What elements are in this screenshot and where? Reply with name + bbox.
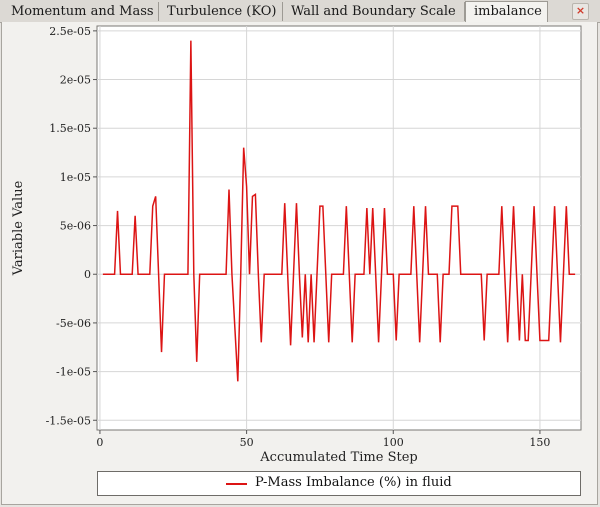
series-layer [102,40,576,382]
y-tick-label: -5e-06 [56,317,91,330]
legend-swatch [226,483,247,485]
y-axis-title: Variable Value [11,180,26,276]
axes: 0 50 100 1502.5e-052e-051.5e-051e-055e-060-… [46,25,551,449]
x-tick-label: 50 [240,436,254,449]
series-line-0 [102,40,576,382]
tab-wall-and-boundary-scale[interactable]: Wall and Boundary Scale [283,2,465,21]
x-axis-title: Accumulated Time Step [259,450,417,465]
tab-imbalance[interactable]: imbalance [465,1,548,22]
x-tick-label: 150 [529,436,550,449]
y-tick-label: 1e-05 [60,171,91,184]
y-tick-label: 1.5e-05 [49,122,91,135]
y-tick-label: 0 [84,268,91,281]
y-tick-label: -1.5e-05 [46,414,91,427]
close-icon[interactable]: × [572,3,589,20]
tab-bar: Momentum and Mass Turbulence (KO) Wall a… [0,0,600,23]
x-tick-label: 100 [383,436,404,449]
y-tick-label: 2.5e-05 [49,25,91,38]
x-tick-label: 0 [96,436,103,449]
tab-turbulence-ko[interactable]: Turbulence (KO) [159,2,283,21]
legend-label: P-Mass Imbalance (%) in fluid [255,475,452,490]
plot-area [96,25,582,431]
legend: P-Mass Imbalance (%) in fluid [97,471,581,496]
y-tick-label: 2e-05 [60,74,91,87]
y-tick-label: 5e-06 [60,220,91,233]
tab-momentum-and-mass[interactable]: Momentum and Mass [3,2,159,21]
y-tick-label: -1e-05 [56,366,91,379]
imbalance-chart: 0 50 100 1502.5e-052e-051.5e-051e-055e-060-… [11,25,582,465]
